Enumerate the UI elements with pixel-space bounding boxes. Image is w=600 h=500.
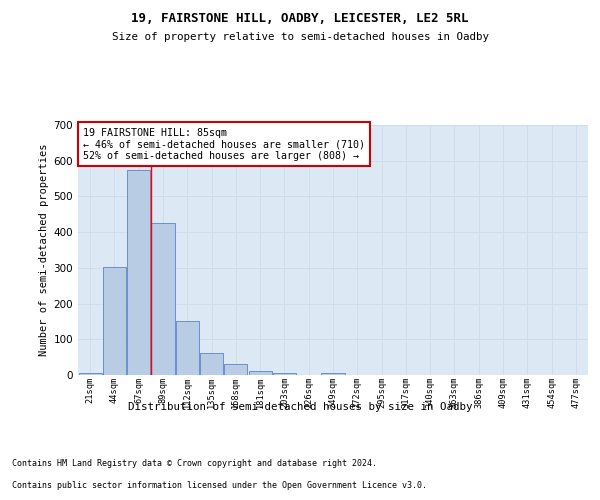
Bar [224, 364, 247, 375]
Bar [273, 373, 296, 375]
Text: Distribution of semi-detached houses by size in Oadby: Distribution of semi-detached houses by … [128, 402, 472, 412]
Text: Size of property relative to semi-detached houses in Oadby: Size of property relative to semi-detach… [112, 32, 488, 42]
Bar [151, 222, 175, 375]
Bar [176, 322, 199, 375]
Bar [127, 170, 150, 375]
Bar [322, 373, 344, 375]
Bar [200, 352, 223, 375]
Bar [248, 371, 272, 375]
Bar [79, 372, 101, 375]
Bar [103, 267, 126, 375]
Text: Contains HM Land Registry data © Crown copyright and database right 2024.: Contains HM Land Registry data © Crown c… [12, 458, 377, 468]
Text: 19, FAIRSTONE HILL, OADBY, LEICESTER, LE2 5RL: 19, FAIRSTONE HILL, OADBY, LEICESTER, LE… [131, 12, 469, 26]
Text: 19 FAIRSTONE HILL: 85sqm
← 46% of semi-detached houses are smaller (710)
52% of : 19 FAIRSTONE HILL: 85sqm ← 46% of semi-d… [83, 128, 365, 160]
Y-axis label: Number of semi-detached properties: Number of semi-detached properties [40, 144, 49, 356]
Text: Contains public sector information licensed under the Open Government Licence v3: Contains public sector information licen… [12, 481, 427, 490]
